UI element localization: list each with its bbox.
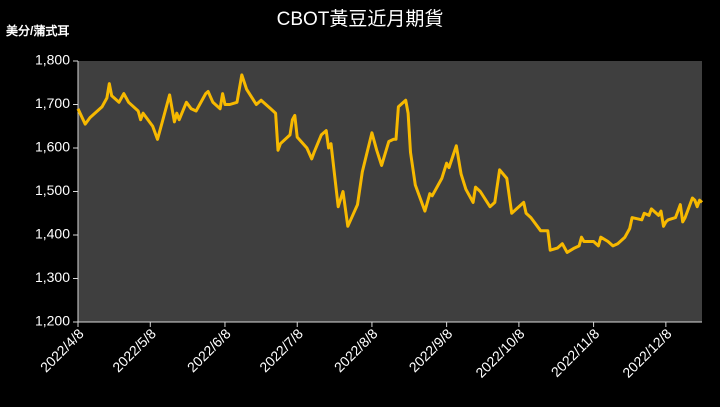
chart-title: CBOT黃豆近月期貨 <box>277 8 444 30</box>
y-tick-label: 1,300 <box>35 269 70 285</box>
y-tick-label: 1,600 <box>35 139 70 155</box>
y-axis-label: 美分/蒲式耳 <box>6 23 69 38</box>
y-tick-label: 1,200 <box>35 313 70 329</box>
plot-area <box>78 61 702 322</box>
y-tick-label: 1,800 <box>35 52 70 68</box>
data-line <box>76 73 704 254</box>
y-tick-label: 1,700 <box>35 95 70 111</box>
y-tick-label: 1,400 <box>35 226 70 242</box>
y-tick-label: 1,500 <box>35 182 70 198</box>
